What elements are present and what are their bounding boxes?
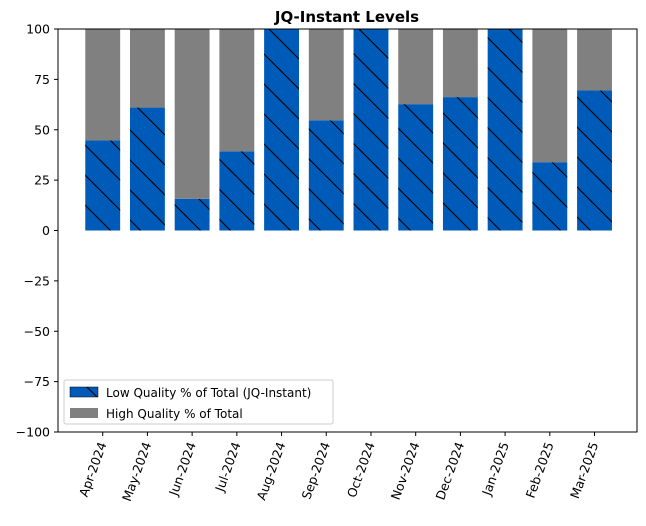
legend-swatch-high-quality — [70, 408, 98, 418]
y-tick-label: 25 — [34, 173, 50, 188]
bar-hatch — [264, 29, 299, 231]
x-tick-label: Sep-2024 — [299, 440, 334, 501]
bar-hatch — [532, 162, 568, 231]
x-tick-label: Dec-2024 — [432, 440, 467, 502]
bar-hatch — [308, 120, 344, 231]
x-tick-label: Jun-2024 — [165, 440, 199, 499]
x-tick-label: Feb-2025 — [523, 440, 557, 500]
bar-hatch — [442, 97, 478, 231]
x-tick-label: Mar-2025 — [567, 440, 601, 501]
x-tick-label: Nov-2024 — [388, 440, 423, 502]
y-tick-label: −75 — [24, 374, 50, 389]
bar-high-quality — [85, 29, 121, 141]
bar-hatch — [129, 107, 165, 231]
x-tick-label: Jan-2025 — [478, 440, 511, 498]
bar-high-quality — [129, 29, 165, 108]
bar-high-quality — [308, 29, 344, 121]
bar-high-quality — [442, 29, 478, 98]
x-tick-label: Apr-2024 — [76, 440, 110, 499]
bar-hatch — [85, 140, 121, 231]
bar-hatch — [174, 198, 210, 231]
y-tick-label: 50 — [34, 122, 50, 137]
y-tick-label: 100 — [26, 22, 50, 37]
y-tick-label: −25 — [24, 273, 50, 288]
y-tick-label: −50 — [24, 324, 50, 339]
bar-high-quality — [577, 29, 612, 91]
legend-label-high-quality: High Quality % of Total — [106, 407, 243, 421]
x-tick-label: Aug-2024 — [254, 440, 289, 502]
bar-hatch — [353, 29, 389, 231]
bar-high-quality — [532, 29, 568, 163]
y-tick-label: 0 — [42, 223, 50, 238]
bar-high-quality — [398, 29, 434, 105]
bar-hatch — [577, 90, 612, 231]
bar-high-quality — [174, 29, 210, 199]
y-tick-label: 75 — [34, 72, 50, 87]
chart-title: JQ-Instant Levels — [274, 8, 419, 26]
bar-hatch — [219, 151, 255, 231]
x-tick-label: Oct-2024 — [344, 440, 378, 500]
bar-hatch — [487, 29, 523, 231]
y-tick-label: −100 — [16, 425, 50, 440]
legend: Low Quality % of Total (JQ-Instant) High… — [63, 379, 334, 425]
bar-hatch — [398, 104, 434, 231]
legend-label-low-quality: Low Quality % of Total (JQ-Instant) — [106, 386, 311, 400]
x-tick-label: Jul-2024 — [212, 440, 244, 494]
bar-high-quality — [219, 29, 255, 152]
x-tick-label: May-2024 — [119, 440, 154, 503]
